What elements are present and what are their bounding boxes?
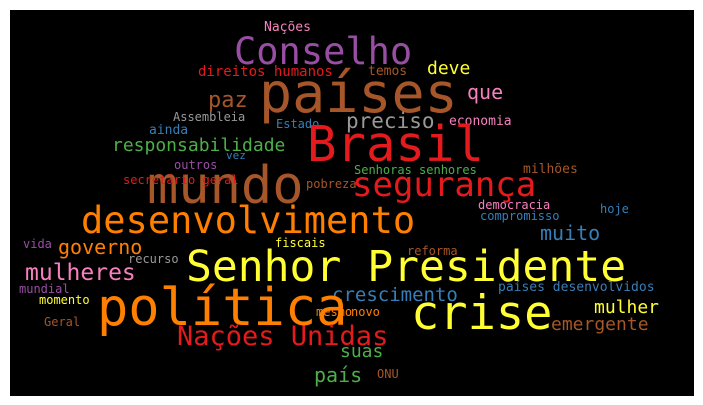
word-crescimento: crescimento <box>332 284 458 306</box>
word-onu: ONU <box>377 367 399 381</box>
word-brasil: Brasil <box>307 116 485 173</box>
word-fiscais: fiscais <box>275 236 326 250</box>
word-que: que <box>467 80 504 104</box>
word-senhor-presidente: Senhor Presidente <box>186 242 627 292</box>
word-milhoes: milhões <box>523 162 578 177</box>
word-preciso: preciso <box>346 109 435 133</box>
word-vida: vida <box>23 237 52 251</box>
word-paises: países <box>259 61 458 125</box>
word-secretario-geral: secretário geral <box>123 173 239 187</box>
word-governo: governo <box>58 235 143 259</box>
word-paises-desenvolvidos: países desenvolvidos <box>498 280 655 295</box>
word-outros: outros <box>174 158 218 172</box>
word-hoje: hoje <box>600 202 629 216</box>
word-nacoes: Nações <box>264 20 311 35</box>
word-pais: país <box>314 363 363 387</box>
word-economia: economia <box>449 114 512 129</box>
word-compromisso: compromisso <box>480 209 560 223</box>
word-crise: crise <box>411 286 553 341</box>
word-vez: vez <box>226 149 246 162</box>
word-cloud: Nações Conselho países direitos humanos … <box>10 10 694 396</box>
word-nacoes-unidas: Nações Unidas <box>177 321 389 352</box>
word-responsabilidade: responsabilidade <box>112 135 286 156</box>
word-seguranca: segurança <box>352 165 537 205</box>
word-pobreza: pobreza <box>306 177 357 191</box>
word-estado: Estado <box>276 117 320 131</box>
word-geral: Geral <box>44 315 81 329</box>
word-assembleia: Assembleia <box>173 110 246 124</box>
word-muito: muito <box>540 221 601 245</box>
word-democracia: democracia <box>478 198 551 212</box>
word-reforma: reforma <box>407 244 458 258</box>
word-mulher: mulher <box>594 297 660 318</box>
word-mesmo: mesmo <box>316 305 353 319</box>
word-temos: temos <box>368 64 408 79</box>
word-recurso: recurso <box>128 252 179 266</box>
word-politica: política <box>97 278 348 338</box>
word-emergente: emergente <box>551 314 649 335</box>
word-mundo: mundo <box>147 156 304 216</box>
word-senhoras-senhores: Senhoras senhores <box>354 163 477 177</box>
word-mundial: mundial <box>19 282 70 296</box>
word-paz: paz <box>208 88 248 113</box>
word-desenvolvimento: desenvolvimento <box>81 199 416 242</box>
word-ainda: ainda <box>149 123 189 138</box>
word-novo: novo <box>351 305 380 319</box>
word-conselho: Conselho <box>234 30 413 73</box>
word-direitos-humanos: direitos humanos <box>198 64 333 80</box>
word-mulheres: mulheres <box>25 260 136 286</box>
word-momento: momento <box>39 293 90 307</box>
word-deve: deve <box>427 58 471 79</box>
word-suas: suas <box>340 341 384 362</box>
